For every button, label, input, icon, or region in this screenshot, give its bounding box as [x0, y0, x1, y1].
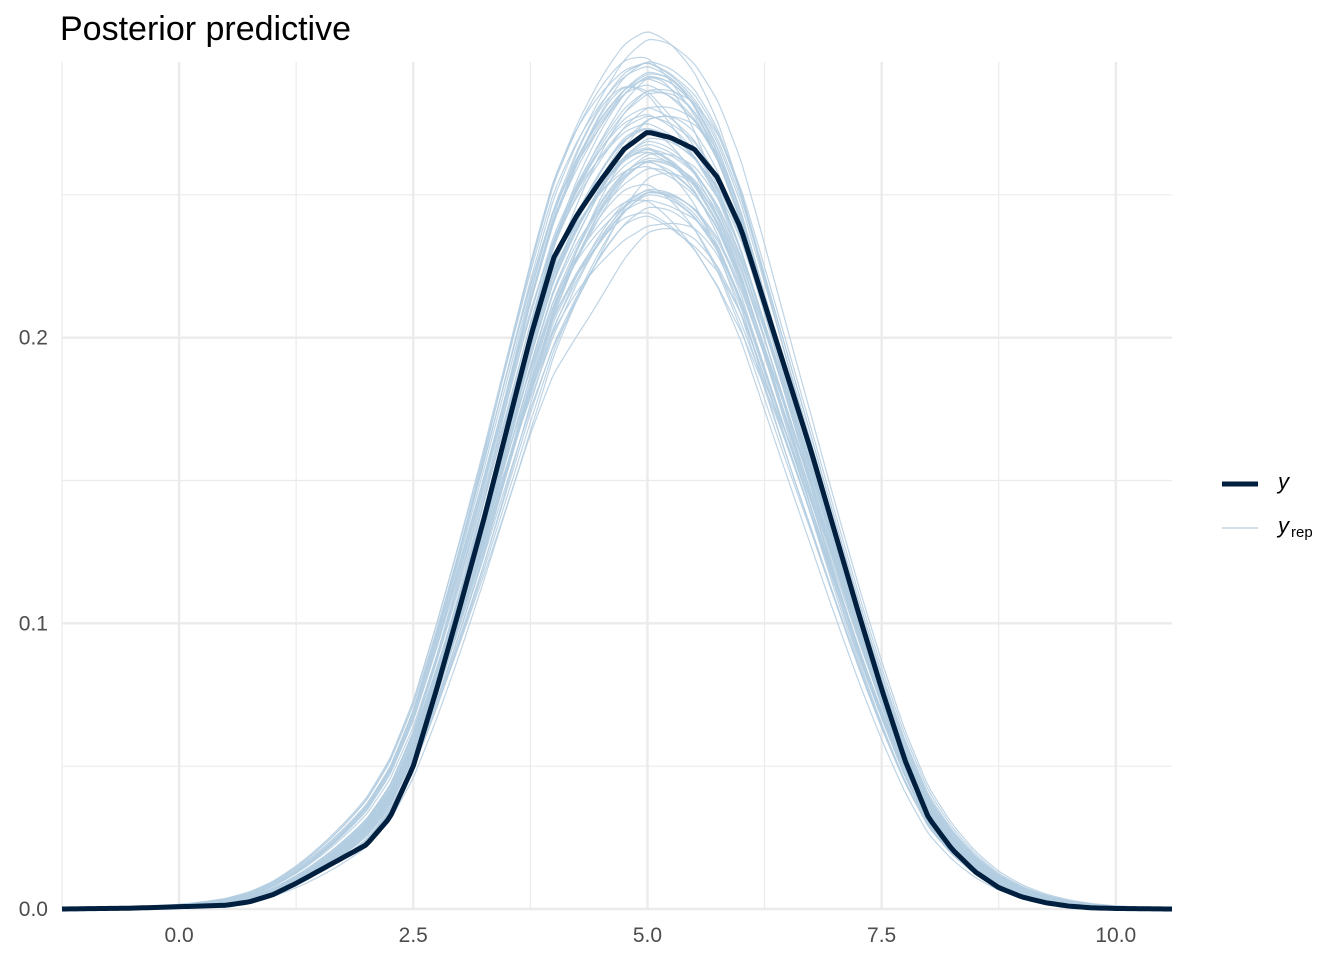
replicate-line	[61, 206, 1173, 910]
replicate-line	[61, 189, 1173, 910]
legend-label-y: y	[1276, 469, 1291, 494]
replicate-line	[61, 151, 1173, 910]
replicate-line	[61, 192, 1173, 910]
replicate-line	[61, 199, 1173, 910]
y-tick-label: 0.2	[19, 327, 48, 350]
legend-label-yrep: y rep	[1276, 513, 1313, 541]
observed-density-line	[61, 130, 1173, 912]
chart-title: Posterior predictive	[60, 10, 351, 48]
x-axis-tick-labels: 0.0 2.5 5.0 7.5 10.0	[164, 924, 1136, 947]
replicate-line	[61, 172, 1173, 910]
replicate-line	[61, 86, 1173, 910]
replicate-line	[61, 106, 1173, 910]
replicate-line	[61, 115, 1173, 910]
replicate-line	[61, 84, 1173, 910]
replicate-line	[61, 199, 1173, 910]
replicate-line	[61, 151, 1173, 910]
replicate-line	[61, 71, 1173, 910]
replicate-line	[61, 75, 1173, 910]
replicate-line	[61, 73, 1173, 910]
replicate-line	[61, 165, 1173, 910]
grid-lines	[61, 62, 1172, 911]
x-tick-label: 7.5	[867, 924, 896, 947]
replicate-line	[61, 212, 1173, 910]
replicate-line	[61, 191, 1173, 910]
replicate-line	[61, 128, 1173, 910]
replicate-line	[61, 115, 1173, 910]
replicate-line	[61, 183, 1173, 910]
y-tick-label: 0.1	[19, 612, 48, 635]
replicate-line	[61, 107, 1173, 910]
x-tick-label: 10.0	[1095, 924, 1136, 947]
replicate-line	[61, 215, 1173, 910]
x-tick-label: 0.0	[164, 924, 193, 947]
replicate-line	[61, 78, 1173, 910]
replicate-line	[61, 123, 1173, 910]
replicate-line	[61, 160, 1173, 910]
replicate-line	[61, 167, 1173, 910]
x-tick-label: 2.5	[399, 924, 428, 947]
replicate-line	[61, 159, 1173, 910]
replicate-line	[61, 191, 1173, 910]
replicate-line	[61, 137, 1173, 910]
replicate-line	[61, 222, 1173, 910]
replicate-line	[61, 77, 1173, 910]
x-tick-label: 5.0	[633, 924, 662, 947]
replicate-line	[61, 149, 1173, 910]
replicate-line	[61, 227, 1173, 910]
y-tick-label: 0.0	[19, 898, 48, 921]
replicate-line	[61, 66, 1173, 910]
replicate-line	[61, 161, 1173, 910]
replicate-line	[61, 194, 1173, 910]
replicate-line	[61, 148, 1173, 910]
replicate-line	[61, 143, 1173, 910]
replicate-line	[61, 188, 1173, 910]
replicate-line	[61, 147, 1173, 910]
replicate-line	[61, 153, 1173, 910]
y-axis-tick-labels: 0.0 0.1 0.2	[19, 327, 48, 921]
series-line-y	[61, 130, 1173, 912]
replicate-line	[61, 86, 1173, 910]
replicate-line	[61, 128, 1173, 910]
replicate-line	[61, 128, 1173, 910]
legend: y y rep	[1222, 469, 1313, 541]
replicate-line	[61, 76, 1173, 910]
replicate-density-lines	[61, 31, 1173, 910]
replicate-line	[61, 160, 1173, 910]
replicate-line	[61, 140, 1173, 910]
replicate-line	[61, 115, 1173, 910]
